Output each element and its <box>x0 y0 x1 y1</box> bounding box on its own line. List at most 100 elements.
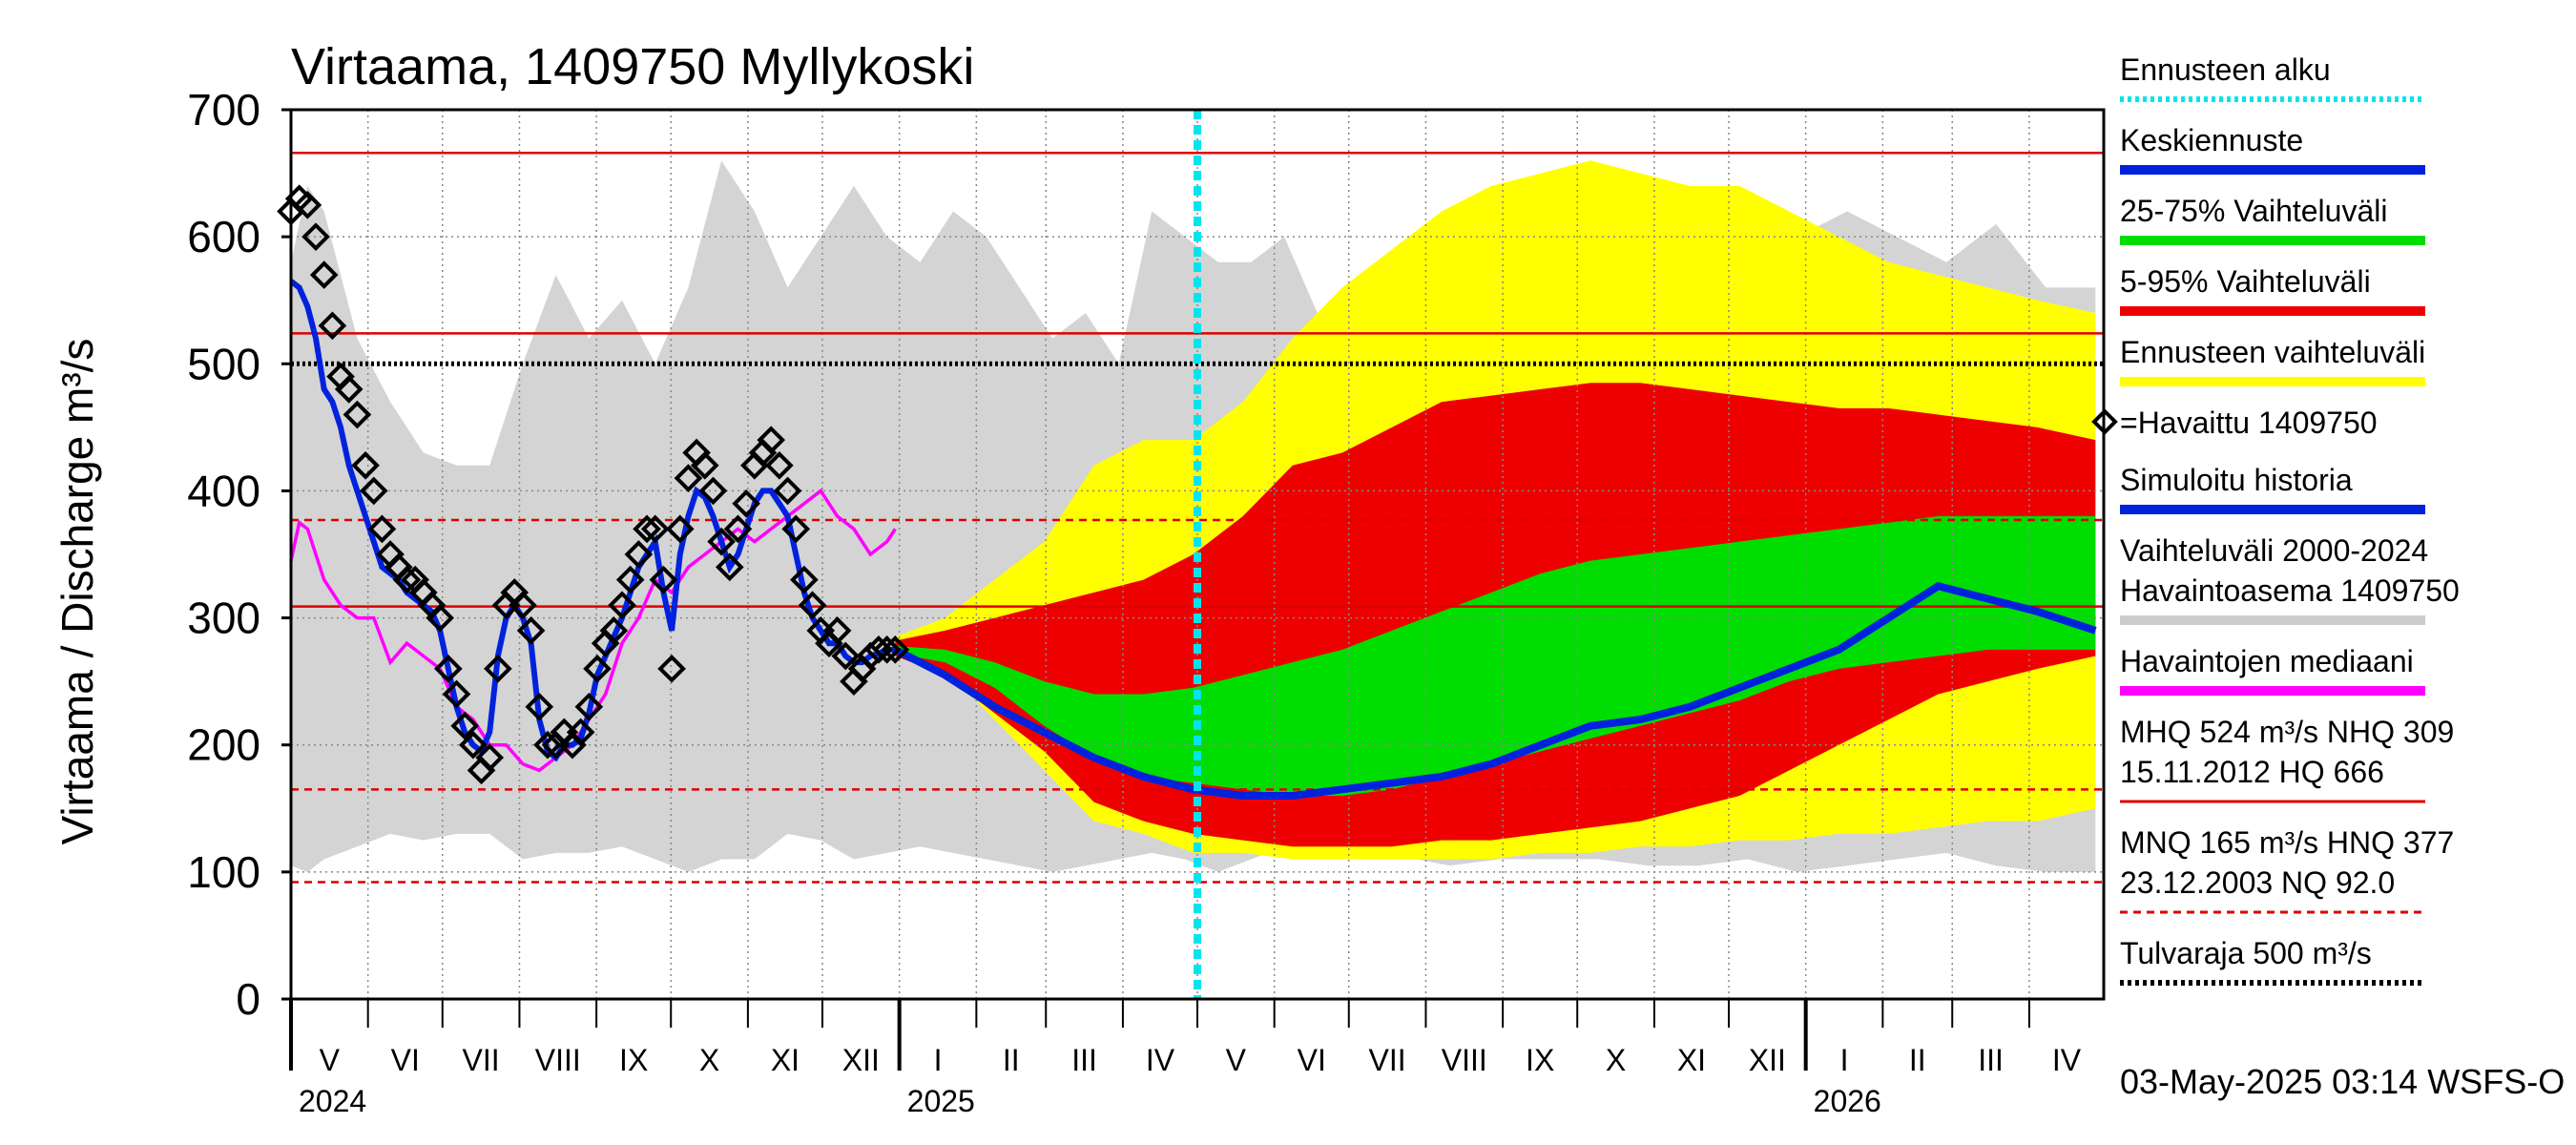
observed-point <box>732 489 760 518</box>
y-tick-label: 0 <box>236 974 260 1024</box>
year-label: 2026 <box>1814 1084 1881 1118</box>
plot-area <box>277 110 2104 999</box>
observed-point <box>831 641 861 671</box>
legend: Ennusteen alku Keskiennuste 25-75% Vaihtel… <box>2091 52 2460 986</box>
observed-point <box>459 730 488 760</box>
observed-point <box>698 476 728 506</box>
observed-point <box>525 692 554 721</box>
forecast-median-line <box>893 581 2097 800</box>
observed-point <box>566 718 595 747</box>
month-label: VIII <box>1442 1043 1487 1077</box>
legend-label: 23.12.2003 NQ 92.0 <box>2120 865 2395 900</box>
observed-point <box>301 222 330 251</box>
legend-label: Ennusteen vaihteluväli <box>2120 335 2425 369</box>
observed-point <box>367 514 397 544</box>
observed-point <box>723 514 753 544</box>
observed-point <box>773 476 802 506</box>
month-label: IV <box>2052 1043 2082 1077</box>
legend-label: 15.11.2012 HQ 666 <box>2120 755 2384 789</box>
observed-point <box>293 191 322 219</box>
legend-label: Keskiennuste <box>2120 123 2303 157</box>
month-label: I <box>934 1043 943 1077</box>
legend-item: Tulvaraja 500 m³/s <box>2120 936 2425 986</box>
observed-point <box>649 565 678 594</box>
month-label: XII <box>842 1043 880 1077</box>
legend-label: =Havaittu 1409750 <box>2120 406 2378 440</box>
month-label: IV <box>1146 1043 1175 1077</box>
legend-item: 25-75% Vaihteluväli <box>2120 194 2425 245</box>
observed-point <box>822 616 852 645</box>
month-label: IX <box>619 1043 648 1077</box>
observed-point <box>881 635 910 664</box>
observed-point <box>599 616 629 645</box>
month-label: VI <box>1298 1043 1326 1077</box>
legend-item: MNQ 165 m³/s HNQ 377 23.12.2003 NQ 92.0 <box>2120 825 2454 914</box>
month-label: X <box>1606 1043 1626 1077</box>
observed-point <box>798 591 827 620</box>
month-label: XI <box>771 1043 800 1077</box>
legend-label: Vaihteluväli 2000-2024 <box>2120 533 2428 568</box>
month-label: VI <box>391 1043 420 1077</box>
observed-point <box>533 730 562 760</box>
observed-point <box>790 565 819 594</box>
observed-point <box>434 655 463 683</box>
legend-label: Tulvaraja 500 m³/s <box>2120 936 2372 970</box>
legend-label: MHQ 524 m³/s NHQ 309 <box>2120 715 2454 749</box>
observed-point <box>475 743 505 772</box>
legend-label: MNQ 165 m³/s HNQ 377 <box>2120 825 2454 860</box>
month-label: VIII <box>535 1043 581 1077</box>
observed-point <box>657 655 686 683</box>
observed-point <box>343 400 372 429</box>
year-label: 2024 <box>299 1084 366 1118</box>
observed-point <box>624 540 654 569</box>
month-label: III <box>1978 1043 2004 1077</box>
legend-item: Keskiennuste <box>2120 123 2425 175</box>
legend-label: Havaintoasema 1409750 <box>2120 573 2460 608</box>
legend-label: Simuloitu historia <box>2120 463 2353 497</box>
observed-point <box>484 655 512 683</box>
observed-point <box>450 711 480 740</box>
observed-point <box>640 514 670 544</box>
observed-point <box>583 655 612 683</box>
legend-symbol <box>2091 408 2118 435</box>
y-tick-label: 300 <box>187 593 260 643</box>
legend-label: Ennusteen alku <box>2120 52 2331 87</box>
month-label: VII <box>1369 1043 1406 1077</box>
chart-title: Virtaama, 1409750 Myllykoski <box>291 38 974 95</box>
timestamp-footer: 03-May-2025 03:14 WSFS-O <box>2120 1062 2565 1101</box>
observed-point <box>392 565 422 594</box>
y-tick-label: 200 <box>187 720 260 770</box>
month-label: I <box>1840 1043 1849 1077</box>
legend-item: =Havaittu 1409750 <box>2091 406 2378 440</box>
observed-markers <box>277 184 910 785</box>
observed-point <box>426 603 454 633</box>
observed-point <box>351 450 380 480</box>
legend-label: 25-75% Vaihteluväli <box>2120 194 2387 228</box>
month-label: V <box>320 1043 341 1077</box>
observed-point <box>690 450 719 480</box>
observed-point <box>574 692 604 721</box>
observed-point <box>318 311 347 341</box>
year-label: 2025 <box>907 1084 975 1118</box>
month-label: IX <box>1526 1043 1554 1077</box>
legend-label: 5-95% Vaihteluväli <box>2120 264 2371 299</box>
month-label: III <box>1071 1043 1097 1077</box>
simulated-history-line <box>289 279 896 762</box>
month-label: XII <box>1749 1043 1786 1077</box>
observed-point <box>757 426 786 454</box>
observed-point <box>442 679 471 709</box>
month-label: XI <box>1677 1043 1706 1077</box>
legend-item: Simuloitu historia <box>2120 463 2425 514</box>
observed-point <box>781 514 811 544</box>
observed-point <box>872 635 902 664</box>
observed-point <box>334 375 364 404</box>
legend-label: Havaintojen mediaani <box>2120 644 2414 678</box>
y-tick-label: 700 <box>187 85 260 135</box>
legend-item: Ennusteen alku <box>2120 52 2425 102</box>
month-label: VII <box>463 1043 500 1077</box>
observed-point <box>707 527 736 556</box>
y-tick-label: 500 <box>187 339 260 388</box>
observed-point <box>359 476 388 506</box>
